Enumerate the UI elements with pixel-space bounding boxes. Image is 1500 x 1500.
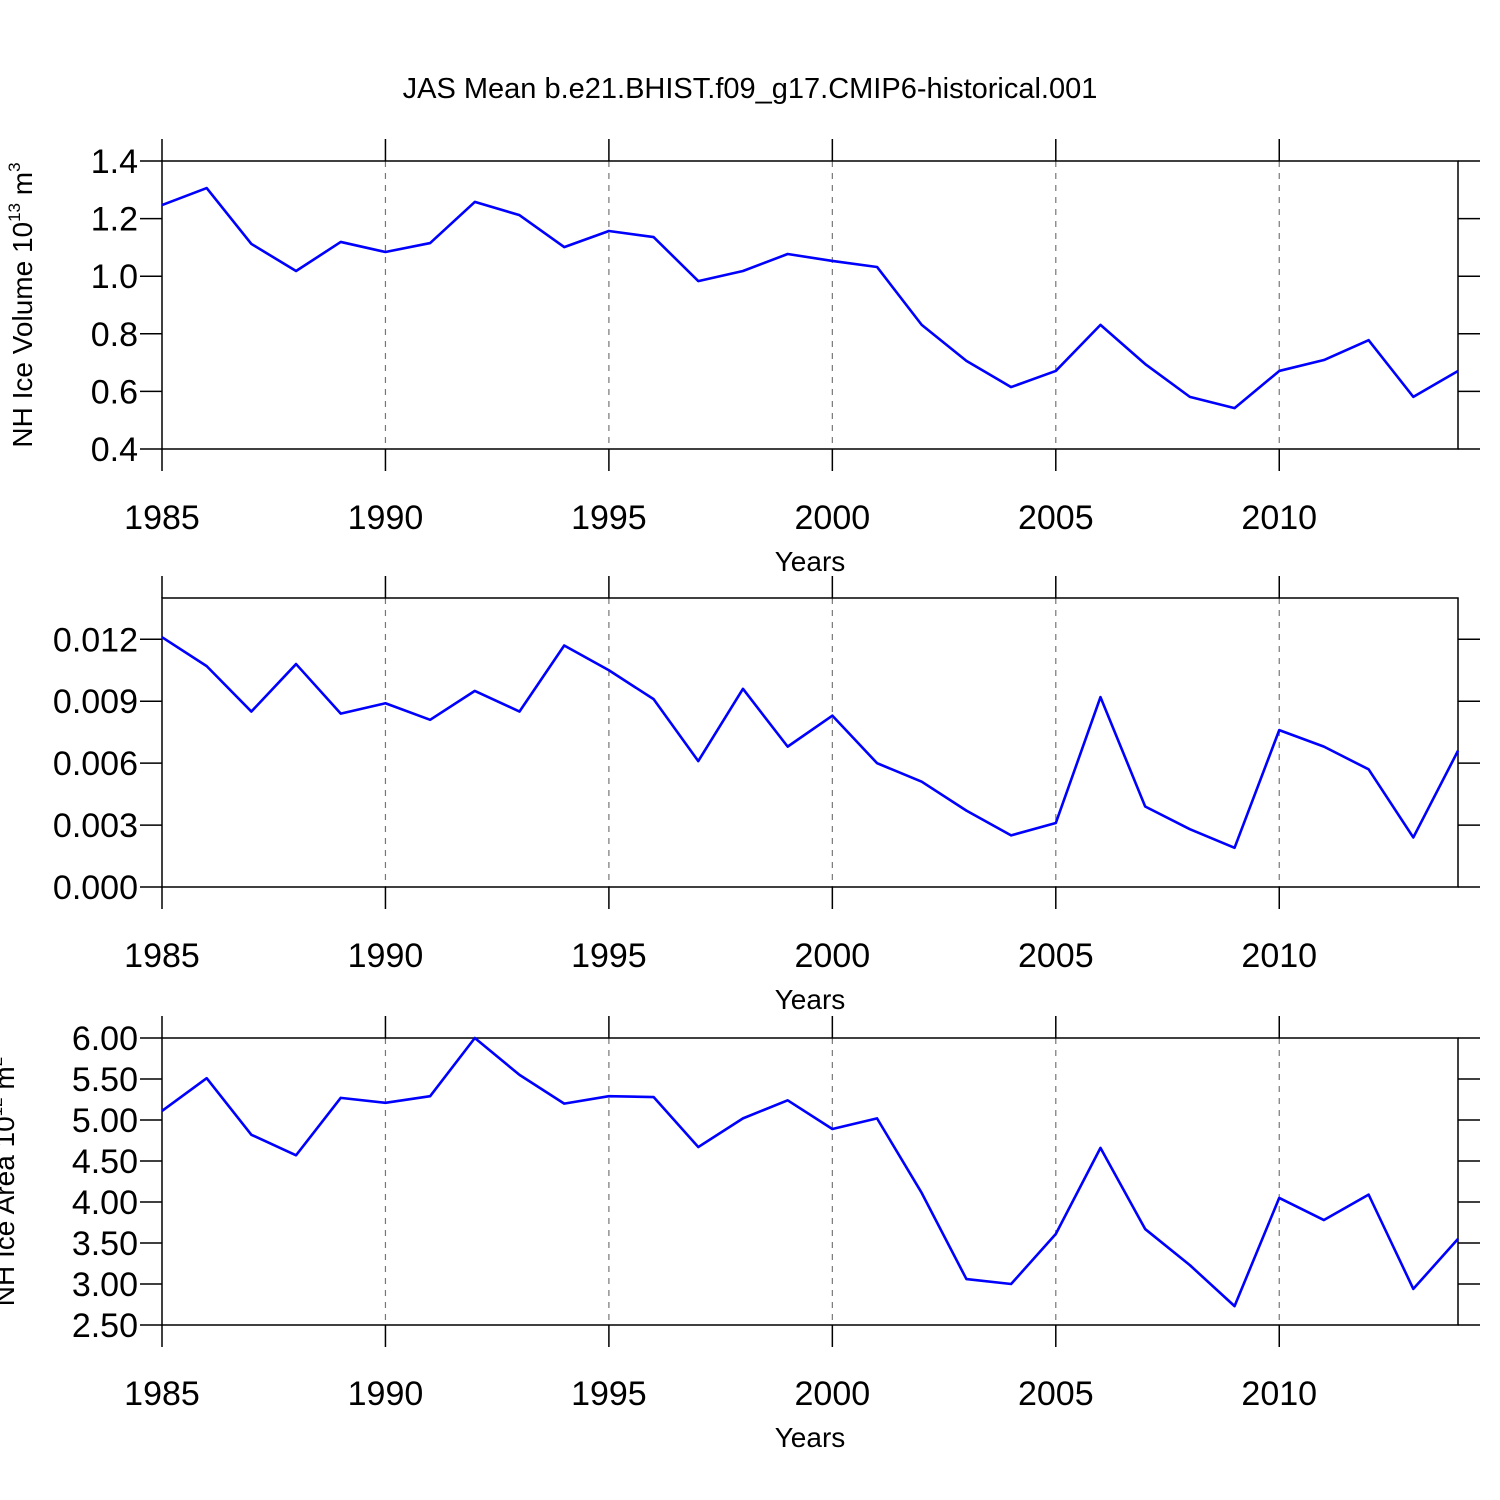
y-tick-label: 1.2 bbox=[91, 201, 138, 239]
plot-frame bbox=[161, 160, 1459, 450]
y-axis-label-part: NH Ice Volume 10 bbox=[7, 222, 38, 448]
x-tick-label: 1990 bbox=[348, 937, 424, 975]
y-tick-label: 0.012 bbox=[53, 621, 138, 659]
x-tick-label: 1985 bbox=[124, 937, 200, 975]
y-tick-label: 0.006 bbox=[53, 745, 138, 783]
y-tick-label: 4.00 bbox=[72, 1184, 138, 1222]
x-axis-label: Years bbox=[775, 1422, 846, 1453]
x-tick-label: 1990 bbox=[348, 499, 424, 537]
x-tick-label: 2000 bbox=[795, 499, 871, 537]
y-tick-label: 5.50 bbox=[72, 1061, 138, 1099]
y-axis-label-part: NH Ice Area 10 bbox=[0, 1116, 20, 1306]
y-tick-label: 0.8 bbox=[91, 316, 138, 354]
data-line bbox=[161, 186, 1459, 410]
y-tick-label: 4.50 bbox=[72, 1143, 138, 1181]
y-tick-label: 0.000 bbox=[53, 869, 138, 907]
x-axis-label: Years bbox=[775, 984, 846, 1015]
y-axis-label-superscript: 13 bbox=[5, 203, 24, 222]
y-tick-label: 1.4 bbox=[91, 143, 138, 181]
x-tick-label: 2005 bbox=[1018, 937, 1094, 975]
x-tick-label: 2010 bbox=[1241, 937, 1317, 975]
y-axis-label-superscript: 2 bbox=[0, 1057, 6, 1066]
x-tick-label: 1990 bbox=[348, 1375, 424, 1413]
y-tick-label: 0.003 bbox=[53, 807, 138, 845]
y-axis-label-part: m bbox=[7, 172, 38, 203]
x-tick-label: 1995 bbox=[571, 499, 647, 537]
chart-title: JAS Mean b.e21.BHIST.f09_g17.CMIP6-histo… bbox=[403, 73, 1098, 105]
y-tick-label: 3.50 bbox=[72, 1225, 138, 1263]
x-tick-label: 2010 bbox=[1241, 499, 1317, 537]
y-tick-label: 1.0 bbox=[91, 258, 138, 296]
y-tick-label: 0.6 bbox=[91, 373, 138, 411]
y-tick-label: 3.00 bbox=[72, 1266, 138, 1304]
y-tick-label: 0.009 bbox=[53, 683, 138, 721]
x-tick-label: 2000 bbox=[795, 1375, 871, 1413]
y-axis-label-superscript: 3 bbox=[5, 162, 24, 171]
y-tick-label: 5.00 bbox=[72, 1102, 138, 1140]
y-tick-label: 6.00 bbox=[72, 1020, 138, 1058]
y-axis-label-part: m bbox=[0, 1066, 20, 1097]
plot-frame bbox=[161, 1037, 1459, 1326]
x-tick-label: 2005 bbox=[1018, 499, 1094, 537]
plot-frame bbox=[161, 597, 1459, 888]
x-tick-label: 1995 bbox=[571, 1375, 647, 1413]
x-tick-label: 1985 bbox=[124, 1375, 200, 1413]
x-tick-label: 1985 bbox=[124, 499, 200, 537]
x-tick-label: 2000 bbox=[795, 937, 871, 975]
y-tick-label: 0.4 bbox=[91, 431, 138, 469]
data-line bbox=[161, 636, 1460, 850]
x-tick-label: 2005 bbox=[1018, 1375, 1094, 1413]
y-axis-label: NH Ice Volume 1013 m3 bbox=[5, 162, 38, 447]
y-axis-label-superscript: 12 bbox=[0, 1097, 6, 1116]
data-line bbox=[161, 1036, 1459, 1308]
x-tick-label: 2010 bbox=[1241, 1375, 1317, 1413]
x-tick-label: 1995 bbox=[571, 937, 647, 975]
y-tick-label: 2.50 bbox=[72, 1307, 138, 1345]
x-axis-label: Years bbox=[775, 546, 846, 577]
y-axis-label: NH Ice Area 1012 m2 bbox=[0, 1057, 20, 1306]
